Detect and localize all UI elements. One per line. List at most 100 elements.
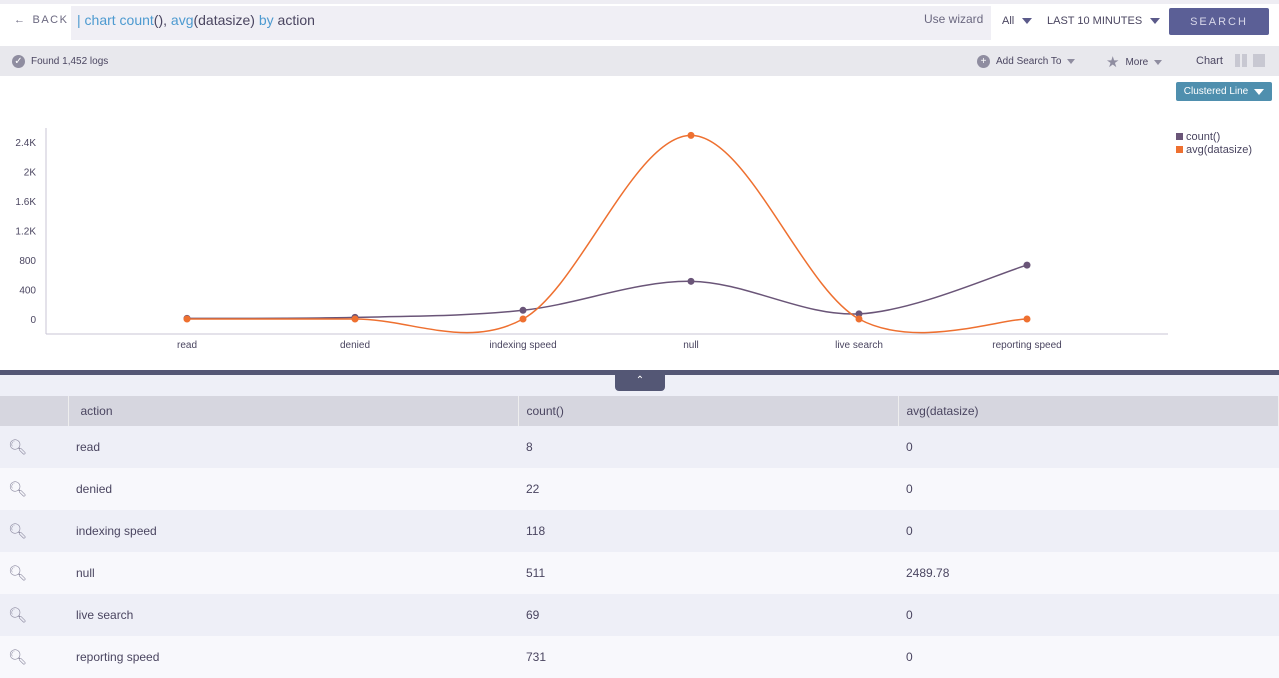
row-search-cell[interactable]: 🔍︎	[0, 636, 68, 678]
cell: 0	[898, 636, 1279, 678]
double-chevron-up-icon: ⌃	[635, 375, 645, 386]
magnifier-icon[interactable]: 🔍︎	[8, 607, 28, 624]
legend-label: count()	[1186, 131, 1221, 143]
row-search-cell[interactable]: 🔍︎	[0, 510, 68, 552]
chevron-down-icon	[1150, 18, 1161, 24]
q-avg: avg	[170, 12, 194, 28]
x-tick-label: read	[177, 340, 197, 351]
use-wizard-link[interactable]: Use wizard	[924, 12, 984, 26]
x-tick-label: live search	[835, 340, 883, 351]
cell: 511	[518, 552, 898, 594]
q-paren: (),	[153, 12, 171, 28]
y-tick-label: 1.6K	[15, 197, 36, 208]
cell: denied	[68, 468, 518, 510]
q-arg: (datasize)	[193, 12, 259, 28]
y-tick-label: 1.2K	[15, 227, 36, 238]
data-point	[519, 306, 527, 314]
y-tick-label: 400	[19, 286, 36, 297]
found-count: Found 1,452 logs	[31, 56, 109, 67]
cell: 8	[518, 426, 898, 468]
chart-legend: count() avg(datasize)	[1176, 131, 1252, 157]
x-tick-label: denied	[340, 340, 370, 351]
chart-type-dropdown[interactable]: Clustered Line	[1176, 82, 1272, 101]
back-button[interactable]: ← BACK	[14, 14, 68, 26]
collapse-handle[interactable]: ⌃	[615, 373, 665, 391]
add-search-label: Add Search To	[996, 56, 1062, 67]
scope-dropdown[interactable]: All	[1002, 15, 1033, 27]
data-point	[519, 315, 527, 323]
col-action[interactable]: action	[68, 396, 519, 426]
q-by: by	[258, 12, 274, 28]
y-tick-label: 0	[30, 315, 36, 326]
chevron-down-icon	[1022, 18, 1033, 24]
data-point	[1023, 315, 1031, 323]
y-tick-label: 2K	[24, 168, 37, 179]
cell: 731	[518, 636, 898, 678]
data-point	[351, 315, 359, 323]
magnifier-icon[interactable]: 🔍︎	[8, 439, 28, 456]
row-search-cell[interactable]: 🔍︎	[0, 594, 68, 636]
magnifier-icon[interactable]: 🔍︎	[8, 523, 28, 540]
line-chart: 0 400 800 1.2K 1.6K 2K 2.4K read denied indexing …	[15, 128, 1168, 351]
q-pipe: |	[77, 12, 85, 28]
chevron-down-icon	[1067, 59, 1076, 64]
cell: 0	[898, 426, 1279, 468]
split-view-icon[interactable]	[1234, 54, 1247, 67]
table-row: 🔍︎ denied 22 0	[0, 468, 1279, 510]
chevron-down-icon	[1254, 88, 1265, 95]
time-range-value: LAST 10 MINUTES	[1047, 15, 1143, 27]
grid-view-icon[interactable]	[1252, 54, 1265, 67]
x-tick-label: null	[683, 340, 699, 351]
table-row: 🔍︎ read 8 0	[0, 426, 1279, 468]
cell: 0	[898, 594, 1279, 636]
y-tick-label: 2.4K	[15, 138, 36, 149]
table-row: 🔍︎ live search 69 0	[0, 594, 1279, 636]
x-tick-label: reporting speed	[992, 340, 1062, 351]
arrow-left-icon: ←	[14, 14, 27, 26]
cell: 2489.78	[898, 552, 1279, 594]
back-label: BACK	[32, 14, 69, 26]
time-range-dropdown[interactable]: LAST 10 MINUTES	[1047, 15, 1161, 27]
col-icon	[0, 396, 69, 426]
search-button[interactable]: SEARCH	[1169, 8, 1269, 35]
cell: indexing speed	[68, 510, 518, 552]
col-avg[interactable]: avg(datasize)	[898, 396, 1279, 426]
cell: read	[68, 426, 518, 468]
legend-label: avg(datasize)	[1186, 144, 1253, 156]
legend-item-avg[interactable]: avg(datasize)	[1176, 144, 1252, 157]
data-point	[687, 277, 695, 285]
add-search-to-dropdown[interactable]: + Add Search To	[977, 55, 1076, 68]
chart-view-label: Chart	[1196, 54, 1223, 67]
cell: 0	[898, 468, 1279, 510]
magnifier-icon[interactable]: 🔍︎	[8, 481, 28, 498]
panel-divider[interactable]	[0, 370, 1279, 375]
plus-circle-icon: +	[977, 55, 990, 68]
series-line-0	[186, 264, 1028, 320]
scope-value: All	[1002, 15, 1015, 27]
results-toolbar: ✓ Found 1,452 logs + Add Search To ★ More C…	[0, 46, 1279, 76]
query-input[interactable]: | chart count(), avg(datasize) by action	[71, 6, 991, 40]
star-icon: ★	[1106, 54, 1120, 71]
cell: reporting speed	[68, 636, 518, 678]
cell: live search	[68, 594, 518, 636]
series-line-1	[187, 134, 1028, 334]
x-tick-label: indexing speed	[489, 340, 556, 351]
table-row: 🔍︎ indexing speed 118 0	[0, 510, 1279, 552]
more-dropdown[interactable]: ★ More	[1106, 53, 1163, 71]
cell: 69	[518, 594, 898, 636]
check-circle-icon: ✓	[12, 55, 25, 68]
row-search-cell[interactable]: 🔍︎	[0, 468, 68, 510]
data-point	[855, 310, 863, 318]
row-search-cell[interactable]: 🔍︎	[0, 552, 68, 594]
magnifier-icon[interactable]: 🔍︎	[8, 565, 28, 582]
col-count[interactable]: count()	[518, 396, 899, 426]
row-search-cell[interactable]: 🔍︎	[0, 426, 68, 468]
search-bar: ← BACK | chart count(), avg(datasize) by …	[0, 0, 1279, 46]
q-chart: chart count	[84, 12, 154, 28]
data-point	[1023, 261, 1031, 269]
more-label: More	[1125, 56, 1149, 68]
chevron-down-icon	[1154, 59, 1163, 65]
legend-item-count[interactable]: count()	[1176, 131, 1252, 144]
cell: null	[68, 552, 518, 594]
cell: 118	[518, 510, 898, 552]
